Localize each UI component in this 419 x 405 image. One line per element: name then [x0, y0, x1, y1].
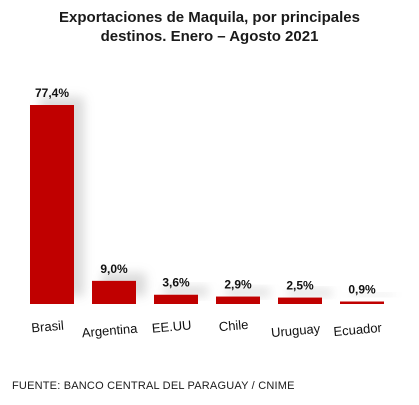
bar-chile	[216, 296, 260, 304]
bar-shadows	[40, 97, 394, 296]
data-label-4: 2,5%	[286, 279, 314, 293]
data-label-1: 9,0%	[100, 262, 128, 276]
bar-shadow-2	[164, 286, 208, 296]
category-labels: Brasil Argentina EE.UU Chile Uruguay Ecuador	[31, 317, 383, 341]
bar-argentina	[92, 280, 136, 304]
category-label-5: Ecuador	[333, 320, 383, 339]
category-label-4: Uruguay	[270, 321, 321, 340]
source-note: FUENTE: BANCO CENTRAL DEL PARAGUAY / CNI…	[12, 380, 295, 392]
data-label-2: 3,6%	[162, 276, 190, 290]
bar-ee-uu	[154, 294, 198, 304]
data-label-0: 77,4%	[35, 86, 69, 100]
bar-shadow-4	[288, 289, 332, 296]
category-label-1: Argentina	[81, 321, 139, 341]
bar-uruguay	[278, 297, 322, 304]
data-label-3: 2,9%	[224, 278, 252, 292]
bar-ecuador	[340, 301, 384, 304]
bar-brasil	[30, 105, 74, 304]
data-label-5: 0,9%	[348, 283, 376, 297]
bars	[30, 105, 384, 304]
category-label-2: EE.UU	[151, 317, 192, 335]
chart-title: Exportaciones de Maquila, por principale…	[59, 9, 360, 45]
data-labels: 77,4% 9,0% 3,6% 2,9% 2,5% 0,9%	[35, 86, 376, 297]
bar-shadow-3	[226, 288, 270, 296]
bar-shadow-5	[350, 293, 394, 296]
category-label-3: Chile	[218, 317, 249, 335]
category-label-0: Brasil	[31, 318, 65, 336]
